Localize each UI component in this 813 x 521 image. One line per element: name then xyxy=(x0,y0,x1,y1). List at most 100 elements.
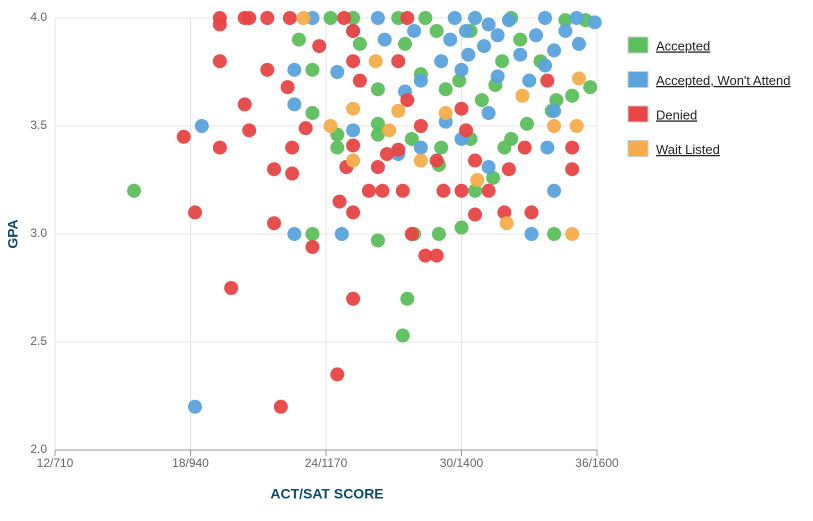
data-point xyxy=(524,227,539,241)
data-point xyxy=(565,88,580,103)
data-point xyxy=(330,65,345,79)
data-point xyxy=(454,101,469,116)
data-point xyxy=(287,62,302,77)
data-point xyxy=(377,32,392,47)
data-point xyxy=(549,93,564,108)
data-point xyxy=(547,227,562,241)
data-point xyxy=(391,54,406,69)
data-point xyxy=(305,62,320,77)
data-point xyxy=(242,11,257,25)
data-point xyxy=(296,11,311,25)
y-tick-label: 4.0 xyxy=(30,10,47,24)
data-point xyxy=(571,71,586,86)
data-point xyxy=(305,106,320,121)
data-point xyxy=(468,183,483,198)
data-point xyxy=(404,131,419,146)
legend-swatch xyxy=(627,140,649,157)
data-point xyxy=(260,62,275,77)
data-point xyxy=(382,123,397,138)
data-point xyxy=(431,227,446,241)
data-point xyxy=(224,281,239,295)
data-point xyxy=(370,233,385,248)
data-point xyxy=(305,239,320,254)
data-point xyxy=(212,140,227,155)
y-tick-label: 3.0 xyxy=(30,226,47,240)
data-point xyxy=(547,103,562,118)
data-point xyxy=(287,227,302,241)
data-point xyxy=(501,13,516,28)
data-point xyxy=(176,129,191,144)
data-point xyxy=(571,36,586,51)
data-point xyxy=(285,140,300,155)
data-point xyxy=(429,153,444,168)
data-point xyxy=(285,166,300,181)
data-point xyxy=(481,106,496,121)
legend-label[interactable]: Denied xyxy=(656,107,697,122)
data-point xyxy=(280,80,295,95)
data-point xyxy=(495,54,510,69)
data-point xyxy=(330,367,345,382)
data-point xyxy=(368,54,383,69)
data-point xyxy=(260,11,275,25)
legend-label[interactable]: Wait Listed xyxy=(656,142,720,157)
data-point xyxy=(267,162,282,177)
data-point xyxy=(400,291,415,306)
data-point xyxy=(438,106,453,121)
legend-label[interactable]: Accepted, Won't Attend xyxy=(656,73,791,88)
data-point xyxy=(323,11,338,25)
data-point xyxy=(398,36,413,51)
data-point xyxy=(370,82,385,97)
data-point xyxy=(443,32,458,47)
data-point xyxy=(323,119,338,133)
data-point xyxy=(481,160,496,175)
y-axis-title: GPA xyxy=(5,219,21,248)
legend-label[interactable]: Accepted xyxy=(656,38,710,53)
y-tick-label: 2.5 xyxy=(30,334,47,348)
data-point xyxy=(468,11,483,25)
data-point xyxy=(497,205,512,220)
data-point xyxy=(513,47,528,62)
data-point xyxy=(587,15,602,30)
data-point xyxy=(547,183,562,198)
data-point xyxy=(470,173,485,187)
data-point xyxy=(334,227,349,241)
data-point xyxy=(454,220,469,235)
data-point xyxy=(413,73,428,88)
data-point xyxy=(513,32,528,47)
data-point xyxy=(452,73,467,88)
x-tick-label: 30/1400 xyxy=(440,456,484,470)
data-point xyxy=(346,54,361,69)
data-point xyxy=(361,183,376,198)
data-point xyxy=(194,119,209,133)
data-point xyxy=(212,54,227,69)
data-point xyxy=(305,227,320,241)
data-point xyxy=(391,103,406,118)
x-tick-label: 18/940 xyxy=(172,456,209,470)
data-point xyxy=(474,93,489,108)
data-point xyxy=(529,28,544,43)
data-point xyxy=(538,58,553,73)
legend-swatch xyxy=(627,36,649,54)
data-point xyxy=(468,207,483,222)
x-tick-label: 12/710 xyxy=(37,456,74,470)
data-point xyxy=(558,13,573,28)
data-point xyxy=(540,140,555,155)
data-point xyxy=(486,170,501,185)
data-point xyxy=(490,69,505,84)
data-point xyxy=(468,153,483,168)
data-point xyxy=(565,227,580,241)
data-point xyxy=(524,205,539,220)
data-point xyxy=(583,80,598,95)
data-point xyxy=(538,11,553,25)
x-tick-label: 36/1600 xyxy=(575,456,619,470)
data-point xyxy=(346,153,361,168)
data-point xyxy=(522,73,537,88)
data-point xyxy=(558,23,573,38)
data-point xyxy=(515,88,530,103)
data-point xyxy=(391,142,406,157)
legend-swatch xyxy=(627,71,649,88)
data-point xyxy=(400,11,415,25)
data-point xyxy=(375,183,390,198)
data-point xyxy=(519,116,534,131)
